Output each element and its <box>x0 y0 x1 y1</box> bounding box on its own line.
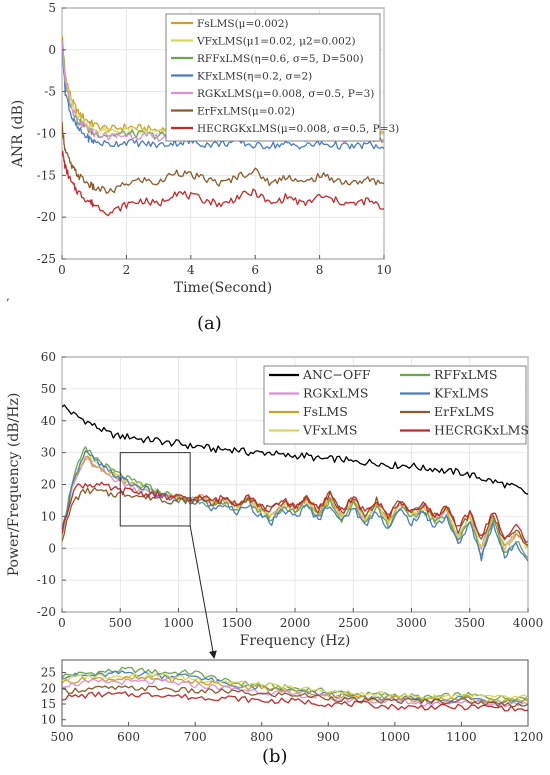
y-tick-label: 15 <box>41 697 56 711</box>
legend-label: ANC−OFF <box>302 367 371 382</box>
y-axis-label: ANR (dB) <box>10 100 26 169</box>
x-axis-label: Time(Second) <box>174 280 272 296</box>
x-tick-label: 1500 <box>221 616 252 630</box>
y-tick-label: -15 <box>37 168 56 182</box>
y-tick-label: 0 <box>48 541 56 555</box>
y-tick-label: 30 <box>41 446 56 460</box>
y-tick-label: -20 <box>37 605 56 619</box>
plot-area <box>61 659 529 727</box>
y-tick-label: 60 <box>41 350 56 364</box>
y-tick-label: -20 <box>37 210 56 224</box>
caption-b: (b) <box>262 746 288 767</box>
x-tick-label: 0 <box>58 263 66 277</box>
series-line <box>62 675 528 704</box>
y-tick-label: -5 <box>44 85 56 99</box>
x-tick-label: 800 <box>250 730 273 744</box>
series-line <box>62 121 384 194</box>
x-tick-label: 500 <box>109 616 132 630</box>
y-tick-label: 0 <box>48 43 56 57</box>
y-tick-label: -25 <box>37 252 56 266</box>
x-tick-label: 8 <box>316 263 324 277</box>
x-tick-label: 700 <box>184 730 207 744</box>
legend-label: RGKxLMS <box>303 386 368 401</box>
x-tick-label: 10 <box>376 263 391 277</box>
y-tick-label: 10 <box>41 509 56 523</box>
series-line <box>62 678 528 708</box>
y-tick-label: 5 <box>48 1 56 15</box>
legend-label: KFxLMS(η=0.2, σ=2) <box>197 71 312 83</box>
legend-label: HECRGKxLMS <box>434 423 529 438</box>
legend-label: ErFxLMS(μ=0.02) <box>197 106 295 118</box>
series-line <box>62 43 384 150</box>
x-tick-label: 900 <box>317 730 340 744</box>
legend-box <box>165 13 381 142</box>
x-tick-label: 4 <box>187 263 195 277</box>
legend-label: FsLMS <box>303 404 348 419</box>
x-tick-label: 600 <box>117 730 140 744</box>
series-line <box>62 150 384 217</box>
x-tick-label: 3000 <box>396 616 427 630</box>
x-tick-label: 1000 <box>380 730 411 744</box>
x-tick-label: 1100 <box>446 730 477 744</box>
y-tick-label: 20 <box>41 478 56 492</box>
caption-a: (a) <box>197 313 222 334</box>
x-tick-label: 2 <box>123 263 131 277</box>
psd-chart: 0 500 1000 1500 2000 2500 3000 3500 4000 60 50 40 30… <box>6 350 544 659</box>
legend-label: RFFxLMS(η=0.6, σ=5, D=500) <box>197 53 364 65</box>
stray-mark: , <box>6 289 10 303</box>
x-tick-label: 1200 <box>513 730 544 744</box>
series-line <box>62 450 528 562</box>
x-tick-label: 6 <box>251 263 259 277</box>
x-tick-label: 3500 <box>454 616 485 630</box>
series-group <box>62 666 528 712</box>
series-line <box>62 685 528 708</box>
y-tick-label: 10 <box>41 713 56 727</box>
zoom-arrow <box>189 525 217 659</box>
legend-label: RFFxLMS <box>434 367 497 382</box>
x-tick-label: 0 <box>58 616 66 630</box>
y-tick-label: 20 <box>41 681 56 695</box>
anr-chart: 0 2 4 6 8 10 5 0 -5 -10 -15 -20 -25 Time(Second) ANR (… <box>10 1 399 296</box>
series-line <box>62 404 528 495</box>
x-axis-label: Frequency (Hz) <box>240 633 351 649</box>
legend-label: VFxLMS <box>302 423 357 438</box>
series-line <box>62 481 528 543</box>
series-line <box>62 446 528 559</box>
legend-box <box>263 365 527 445</box>
x-tick-label: 500 <box>51 730 74 744</box>
x-tick-label: 1000 <box>163 616 194 630</box>
legend-label: HECRGKxLMS(μ=0.008, σ=0.5, P=3) <box>197 123 399 135</box>
legend-label: VFxLMS(μ1=0.02, μ2=0.002) <box>196 36 356 48</box>
x-tick-label: 2000 <box>280 616 311 630</box>
y-tick-label: 40 <box>41 414 56 428</box>
legend-label: KFxLMS <box>434 386 489 401</box>
y-tick-label: 50 <box>41 382 56 396</box>
series-line <box>62 691 528 712</box>
x-tick-label: 2500 <box>338 616 369 630</box>
zoom-region-box <box>119 452 191 527</box>
y-axis-label: Power/Frequency (dB/Hz) <box>6 393 22 577</box>
y-tick-label: -10 <box>37 127 56 141</box>
y-tick-label: -10 <box>37 573 56 587</box>
legend-label: FsLMS(μ=0.002) <box>197 18 288 30</box>
series-group <box>62 404 528 562</box>
legend-label: RGKxLMS(μ=0.008, σ=0.5, P=3) <box>197 88 374 100</box>
y-tick-label: 25 <box>41 666 56 680</box>
legend-label: ErFxLMS <box>434 404 495 419</box>
x-tick-label: 4000 <box>513 616 544 630</box>
